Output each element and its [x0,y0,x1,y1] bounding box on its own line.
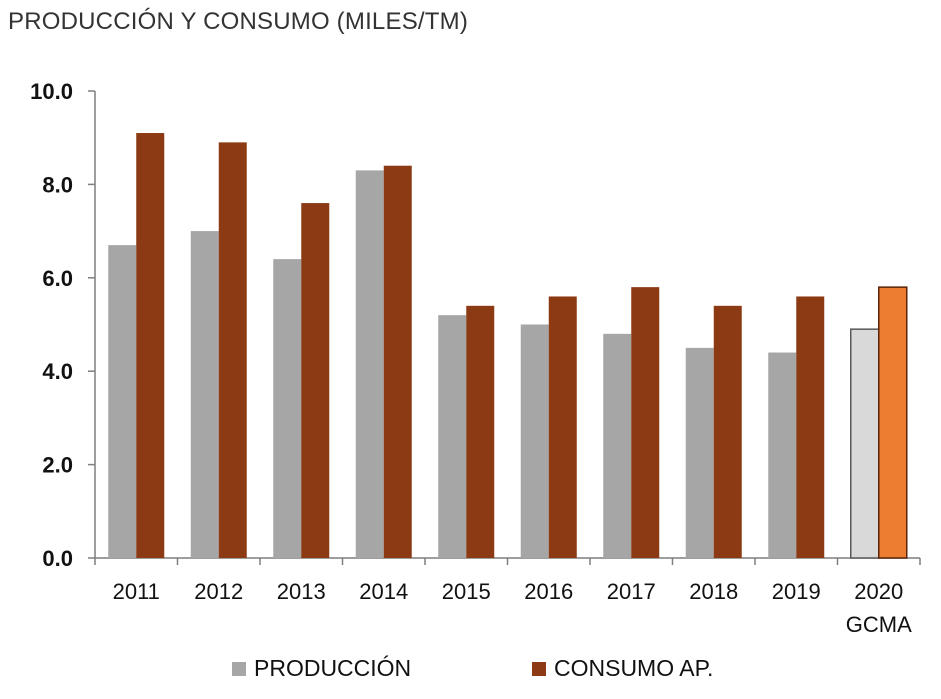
bar-produccion-2016 [520,324,549,558]
bar-produccion-2019 [768,352,797,558]
legend-swatch-produccion [232,661,246,676]
x-tick-label: 2017 [607,579,656,604]
bar-consumo-2014 [383,165,412,558]
x-tick-sublabel: GCMA [846,612,912,637]
y-tick-label: 8.0 [42,172,73,197]
bars [108,133,908,559]
bar-consumo-2016 [548,296,577,558]
y-axis: 0.0 2.0 4.0 6.0 8.0 10.0 [30,79,96,571]
bar-consumo-2018 [713,305,742,558]
legend-label-produccion: PRODUCCIÓN [254,655,412,681]
x-tick-label: 2020 [854,579,903,604]
bar-produccion-2018 [685,347,714,558]
bar-produccion-2020 [850,328,880,559]
y-tick-label: 6.0 [42,266,73,291]
legend-label-consumo: CONSUMO AP. [554,655,714,681]
y-tick-label: 2.0 [42,453,73,478]
y-tick-label: 10.0 [30,79,73,104]
bar-consumo-2015 [466,305,495,558]
bar-consumo-2017 [631,287,660,558]
bar-produccion-2014 [355,170,384,558]
bar-produccion-2017 [603,333,632,558]
bar-consumo-2011 [136,133,165,558]
chart-title: PRODUCCIÓN Y CONSUMO (MILES/TM) [8,8,469,35]
bar-produccion-2015 [438,315,467,558]
x-axis: 2011 2012 2013 2014 2015 2016 2017 2018 2019 2020… [94,557,921,637]
x-tick-label: 2011 [113,579,160,604]
y-tick-label: 0.0 [42,546,73,571]
bar-consumo-2012 [218,142,247,558]
legend-item-produccion: PRODUCCIÓN [232,655,411,682]
legend-item-consumo: CONSUMO AP. [532,655,713,682]
bar-produccion-2013 [273,259,302,558]
x-tick-label: 2012 [194,579,243,604]
legend-swatch-consumo [532,661,546,676]
x-tick-label: 2018 [689,579,738,604]
bar-produccion-2012 [190,231,219,558]
y-tick-label: 4.0 [42,359,73,384]
x-tick-label: 2016 [524,579,573,604]
x-tick-label: 2013 [277,579,326,604]
bar-consumo-2020 [878,286,908,559]
x-tick-label: 2015 [442,579,491,604]
x-tick-label: 2019 [772,579,821,604]
bar-produccion-2011 [108,245,137,559]
x-tick-label: 2014 [359,579,408,604]
bar-consumo-2013 [301,203,330,558]
bar-consumo-2019 [796,296,825,558]
